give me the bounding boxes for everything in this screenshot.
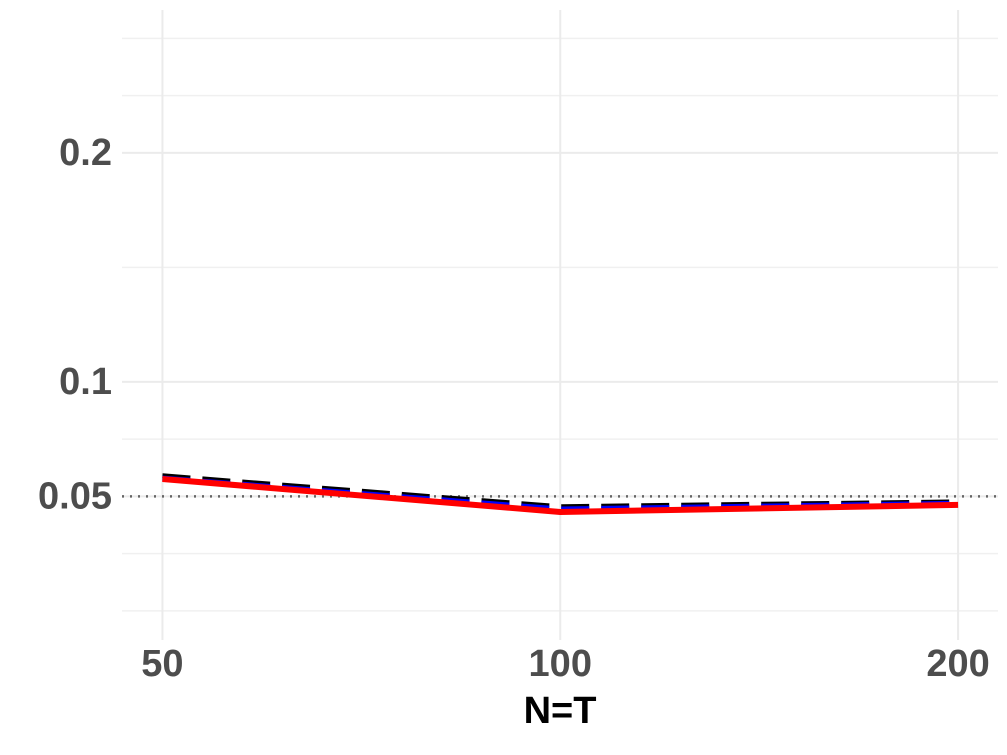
- series-line: [162, 476, 959, 515]
- x-tick-label: 100: [529, 643, 592, 685]
- y-tick-label: 0.05: [38, 475, 112, 517]
- x-tick-label: 50: [141, 643, 183, 685]
- y-tick-label: 0.2: [59, 132, 112, 174]
- y-tick-label: 0.1: [59, 361, 112, 403]
- x-tick-label: 200: [926, 643, 989, 685]
- x-axis-title: N=T: [524, 690, 597, 732]
